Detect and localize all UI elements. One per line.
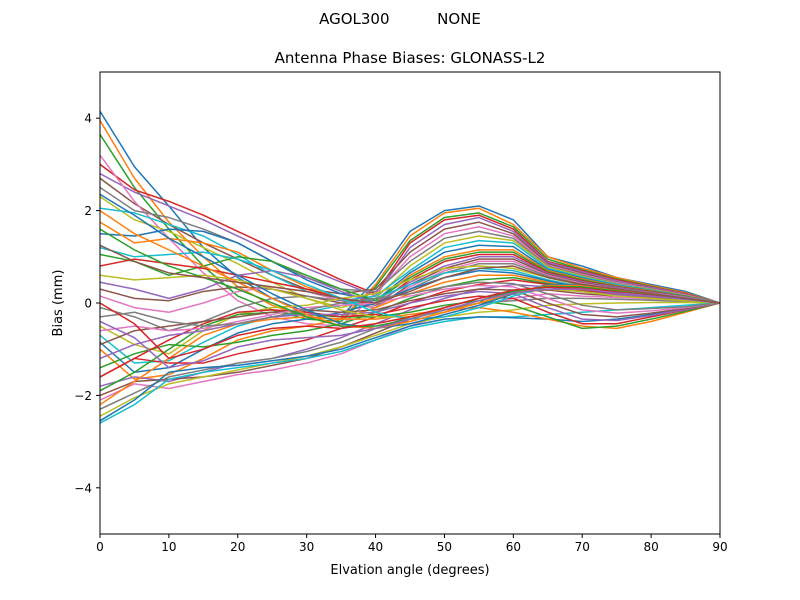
series-line-s34 [100, 295, 720, 378]
x-tick-label: 50 [437, 540, 452, 554]
y-tick-label: −2 [74, 389, 92, 403]
series-line-s38 [100, 281, 720, 327]
y-tick-label: 4 [84, 112, 92, 126]
series-line-s4 [100, 163, 720, 304]
x-tick-label: 70 [575, 540, 590, 554]
series-line-s45 [100, 288, 720, 369]
series-line-s15 [100, 256, 720, 304]
y-axis-label: Bias (mm) [51, 270, 66, 337]
chart-title: Antenna Phase Biases: GLONASS-L2 [275, 49, 546, 67]
x-tick-label: 80 [643, 540, 658, 554]
x-tick-label: 10 [161, 540, 176, 554]
x-tick-label: 0 [96, 540, 104, 554]
series-line-s42 [100, 209, 720, 330]
series-line-s10 [100, 207, 720, 304]
series-line-s44 [100, 286, 720, 360]
y-axis: −4 −2 0 2 4 [74, 112, 100, 495]
x-tick-label: 60 [506, 540, 521, 554]
x-tick-label: 30 [299, 540, 314, 554]
series-line-s46 [100, 244, 720, 304]
series-line-s36 [100, 288, 720, 346]
y-tick-label: 0 [84, 297, 92, 311]
x-tick-label: 20 [230, 540, 245, 554]
series-line-s5 [100, 172, 720, 304]
figure-suptitle: AGOL300 NONE [319, 10, 481, 28]
plot-area [100, 110, 720, 424]
series-line-s37 [100, 284, 720, 332]
y-tick-label: −4 [74, 481, 92, 495]
x-axis: 0 10 20 30 40 50 60 70 80 90 [96, 534, 728, 554]
x-tick-label: 40 [368, 540, 383, 554]
series-line-s31 [100, 302, 720, 422]
series-line-s32 [100, 302, 720, 406]
x-tick-label: 90 [712, 540, 727, 554]
series-line-s35 [100, 290, 720, 360]
x-axis-label: Elvation angle (degrees) [330, 563, 489, 578]
y-tick-label: 2 [84, 204, 92, 218]
series-line-s7 [100, 154, 720, 327]
